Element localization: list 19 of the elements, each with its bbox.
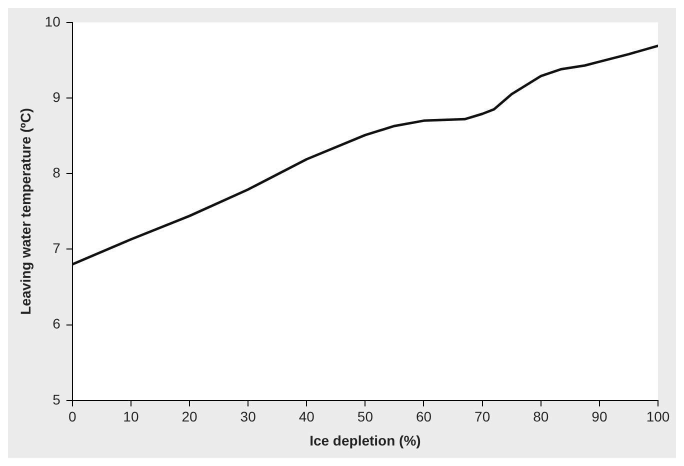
- x-tick-label: 30: [240, 408, 256, 425]
- x-tick-label: 80: [533, 408, 549, 425]
- y-tick-label: 5: [52, 391, 61, 408]
- y-tick-label: 6: [52, 316, 61, 332]
- y-axis-title: Leaving water temperature (ºC): [17, 108, 34, 315]
- x-tick-label: 0: [68, 408, 76, 425]
- x-axis-title: Ice depletion (%): [310, 432, 421, 448]
- x-tick-label: 60: [416, 408, 432, 425]
- x-tick-label: 50: [357, 408, 374, 425]
- x-tick-label: 70: [474, 408, 490, 425]
- x-tick-label: 90: [592, 408, 608, 425]
- y-tick-label: 7: [52, 240, 61, 256]
- y-tick-label: 9: [52, 88, 61, 105]
- x-tick-label: 40: [298, 408, 315, 425]
- x-tick-label: 100: [646, 408, 670, 425]
- y-tick-label: 8: [52, 164, 61, 180]
- x-tick-label: 20: [182, 408, 198, 425]
- x-tick-label: 10: [123, 408, 139, 425]
- y-tick-label: 10: [44, 13, 61, 30]
